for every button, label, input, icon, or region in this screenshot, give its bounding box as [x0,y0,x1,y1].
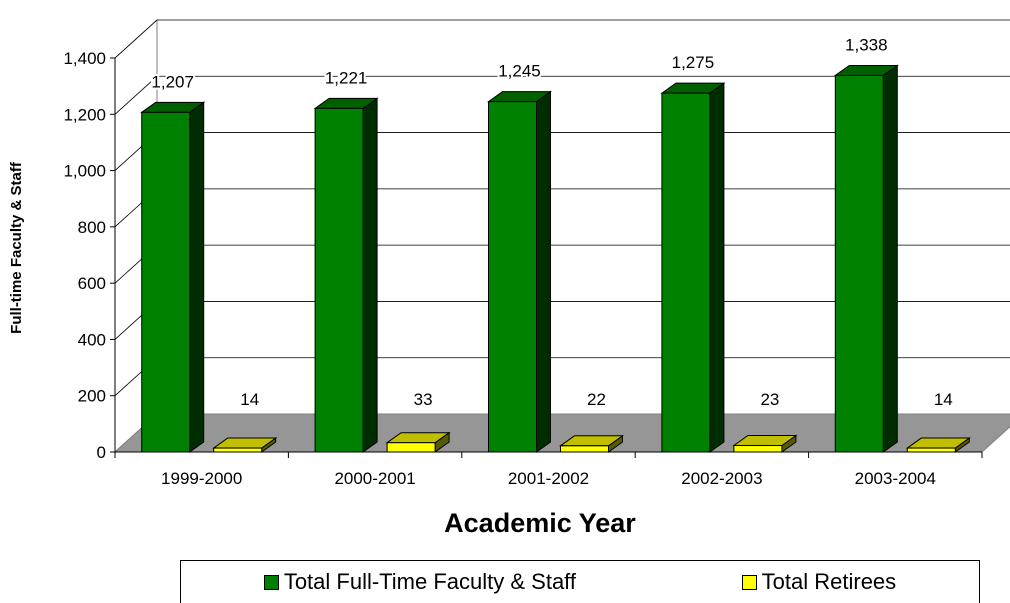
chart-area: 0 200 400 600 800 1,000 1,200 1,400 1999-2000 20… [8,18,1010,538]
bar-faculty-front [141,111,191,453]
bar-faculty-side [536,90,551,453]
legend-label-retirees: Total Retirees [761,569,897,594]
legend-label-faculty: Total Full-Time Faculty & Staff [283,569,577,594]
bar-retirees [385,431,451,453]
bar-retirees [558,434,625,453]
y-tick-label: 0 [97,443,106,462]
legend-swatch-retirees [741,574,757,590]
gridline-side [114,75,158,115]
y-tick-label: 400 [78,330,106,349]
bar-faculty-side [189,101,205,453]
data-label-faculty: 1,221 [325,68,368,87]
legend-swatch-faculty [263,574,279,590]
x-tick-label: 1999-2000 [161,469,242,488]
y-axis-title: Full-time Faculty & Staff [8,161,25,334]
bar-retirees-front [906,447,956,453]
bar-retirees-front [386,442,436,453]
bar-faculty [486,90,553,453]
data-label-faculty: 1,207 [151,72,194,91]
y-tick-label: 200 [78,387,106,406]
legend-entry-retirees: Total Retirees [741,569,897,595]
bars [140,64,971,453]
data-label-retirees: 14 [240,390,259,409]
bar-faculty-front [488,101,537,453]
bar-faculty [140,101,206,453]
data-label-retirees: 14 [934,390,953,409]
bar-faculty [660,82,726,453]
y-axis: 0 200 400 600 800 1,000 1,200 1,400 [63,49,116,462]
bar-faculty-side [882,64,898,453]
legend: Total Full-Time Faculty & Staff Total Re… [180,560,980,603]
x-tick-label: 2003-2004 [855,469,936,488]
bar-faculty [833,64,899,453]
gridline-side [114,19,158,59]
x-axis-title: Academic Year [444,508,636,538]
bar-retirees-front [560,445,609,453]
bar-faculty-front [661,92,711,453]
x-tick-label: 2002-2003 [681,469,762,488]
bar-retirees [905,437,971,453]
data-label-faculty: 1,275 [672,53,715,72]
data-label-faculty: 1,338 [845,35,888,54]
data-label-retirees: 33 [414,390,433,409]
y-tick-label: 1,000 [63,162,106,181]
bar-faculty [313,97,379,453]
data-label-retirees: 22 [587,390,606,409]
x-axis: 1999-2000 2000-2001 2001-2002 2002-2003 2003… [114,451,983,488]
y-tick-label: 800 [78,218,106,237]
y-tick-label: 600 [78,274,106,293]
bar-retirees [732,434,798,453]
x-tick-label: 2000-2001 [334,469,415,488]
legend-entry-faculty: Total Full-Time Faculty & Staff [263,569,577,595]
bar-retirees-front [213,447,263,453]
data-label-retirees: 23 [760,390,779,409]
bar-faculty-front [314,107,364,453]
bar-faculty-front [834,74,884,453]
x-tick-label: 2001-2002 [508,469,589,488]
y-tick-label: 1,400 [63,49,106,68]
bar-faculty-side [362,97,378,453]
bar-retirees-front [733,445,783,453]
data-labels: 1,207 14 1,221 33 1,245 22 1,275 23 1,338 14 [149,33,954,411]
y-tick-label: 1,200 [63,105,106,124]
bar-faculty-side [709,82,725,453]
bar-retirees [212,437,278,453]
data-label-faculty: 1,245 [498,62,541,81]
